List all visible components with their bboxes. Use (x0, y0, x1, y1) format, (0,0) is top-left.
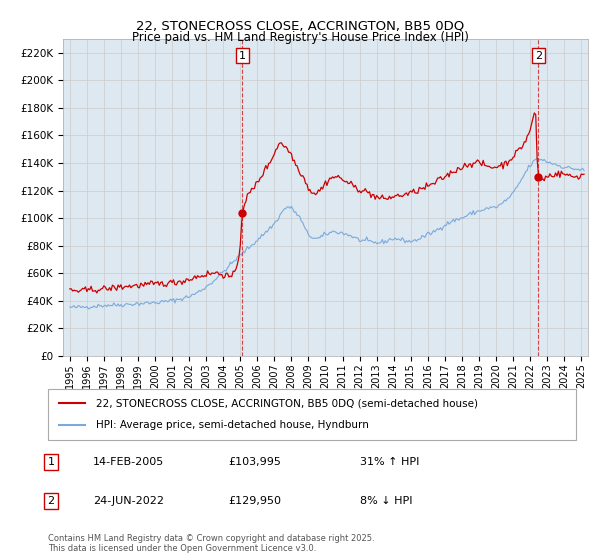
Text: Contains HM Land Registry data © Crown copyright and database right 2025.
This d: Contains HM Land Registry data © Crown c… (48, 534, 374, 553)
Text: 8% ↓ HPI: 8% ↓ HPI (360, 496, 413, 506)
Text: 1: 1 (47, 457, 55, 467)
Text: 22, STONECROSS CLOSE, ACCRINGTON, BB5 0DQ (semi-detached house): 22, STONECROSS CLOSE, ACCRINGTON, BB5 0D… (95, 398, 478, 408)
Text: 2: 2 (535, 51, 542, 60)
Text: 1: 1 (239, 51, 246, 60)
Text: £103,995: £103,995 (228, 457, 281, 467)
Text: 2: 2 (47, 496, 55, 506)
Text: £129,950: £129,950 (228, 496, 281, 506)
Text: 14-FEB-2005: 14-FEB-2005 (93, 457, 164, 467)
Text: Price paid vs. HM Land Registry's House Price Index (HPI): Price paid vs. HM Land Registry's House … (131, 31, 469, 44)
Text: HPI: Average price, semi-detached house, Hyndburn: HPI: Average price, semi-detached house,… (95, 421, 368, 431)
Text: 22, STONECROSS CLOSE, ACCRINGTON, BB5 0DQ: 22, STONECROSS CLOSE, ACCRINGTON, BB5 0D… (136, 20, 464, 32)
Text: 24-JUN-2022: 24-JUN-2022 (93, 496, 164, 506)
Text: 31% ↑ HPI: 31% ↑ HPI (360, 457, 419, 467)
